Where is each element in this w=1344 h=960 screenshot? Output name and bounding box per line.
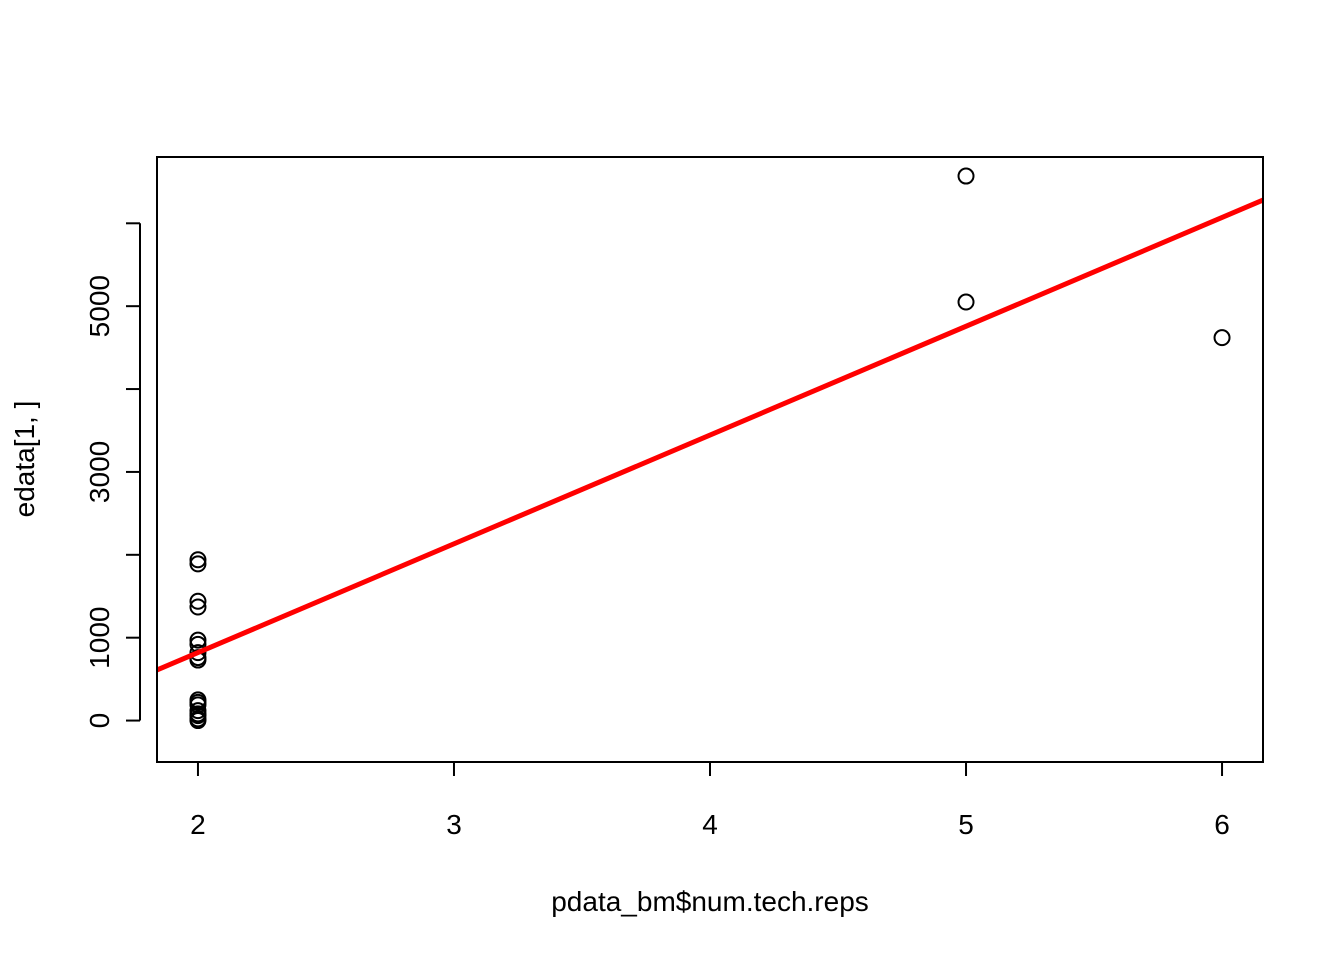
x-tick-label: 6	[1214, 809, 1230, 840]
data-point	[189, 712, 207, 730]
data-point	[189, 555, 207, 573]
y-tick-label: 1000	[84, 607, 115, 669]
x-axis: 2 3 4 5 6	[190, 761, 1230, 840]
data-point	[189, 598, 207, 616]
x-tick-label: 3	[446, 809, 462, 840]
data-point	[1213, 329, 1231, 347]
data-point	[189, 631, 207, 649]
x-tick-label: 2	[190, 809, 206, 840]
y-axis: 0 1000 3000 5000	[84, 222, 141, 729]
y-tick-label: 3000	[84, 441, 115, 503]
x-tick-label: 4	[702, 809, 718, 840]
x-axis-label: pdata_bm$num.tech.reps	[551, 886, 869, 917]
data-point	[957, 167, 975, 185]
data-point	[957, 293, 975, 311]
data-point	[189, 551, 207, 569]
fitted-regression-line	[157, 197, 1263, 673]
x-tick-label: 5	[958, 809, 974, 840]
data-point	[189, 644, 207, 662]
y-tick-label: 5000	[84, 275, 115, 337]
y-axis-label: edata[1, ]	[9, 401, 40, 518]
data-point	[189, 592, 207, 610]
plot-content	[157, 167, 1263, 730]
y-tick-label: 0	[84, 713, 115, 729]
